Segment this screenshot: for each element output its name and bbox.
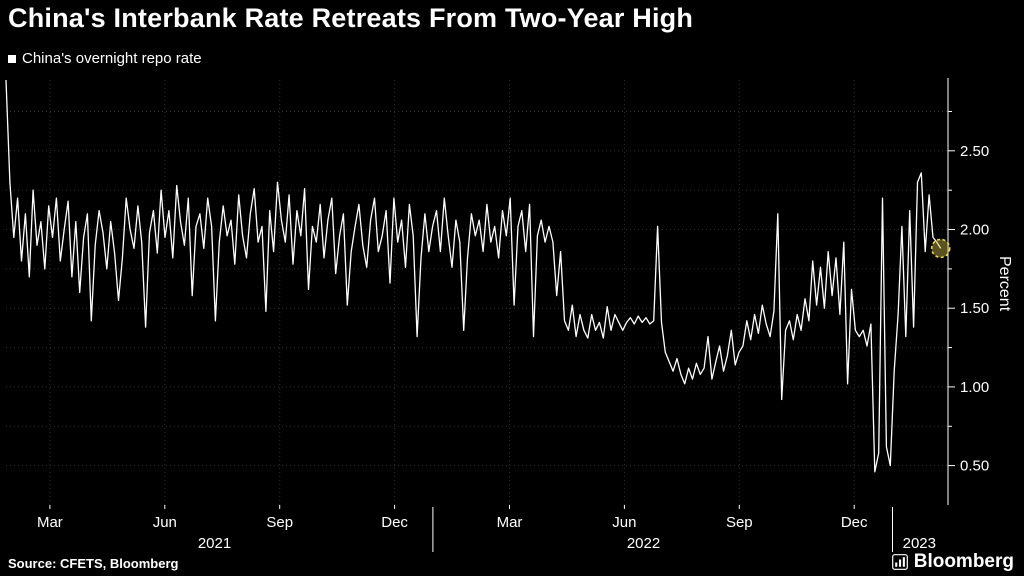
last-point-highlight	[930, 238, 951, 259]
bloomberg-chart-icon	[891, 554, 908, 570]
y-axis	[947, 78, 955, 505]
svg-text:1.50: 1.50	[960, 300, 989, 317]
svg-text:2.50: 2.50	[960, 143, 989, 160]
x-axis: Mar Jun Sep Dec Mar Jun Sep Dec 2021 2022 2023	[37, 505, 936, 552]
svg-text:Sep: Sep	[726, 514, 753, 531]
bloomberg-wordmark: Bloomberg	[913, 551, 1014, 572]
gridlines	[6, 80, 948, 505]
svg-text:Mar: Mar	[37, 514, 63, 531]
bloomberg-logo: Bloomberg	[891, 551, 1014, 573]
svg-text:Sep: Sep	[266, 514, 293, 531]
svg-text:2023: 2023	[903, 535, 936, 552]
series-line	[5, 79, 942, 473]
svg-text:2021: 2021	[198, 535, 231, 552]
svg-text:Mar: Mar	[497, 514, 523, 531]
y-axis-title: Percent	[996, 256, 1013, 312]
svg-text:Jun: Jun	[612, 514, 636, 531]
svg-text:Dec: Dec	[381, 514, 408, 531]
svg-text:1.00: 1.00	[960, 379, 989, 396]
svg-text:0.50: 0.50	[960, 458, 989, 475]
legend-label: China's overnight repo rate	[22, 50, 202, 67]
svg-text:Jun: Jun	[153, 514, 177, 531]
svg-text:Dec: Dec	[841, 514, 868, 531]
svg-text:2022: 2022	[627, 535, 660, 552]
legend-swatch-icon	[8, 54, 16, 63]
y-tick-labels: 0.50 1.00 1.50 2.00 2.50	[960, 143, 989, 475]
source-text: Source: CFETS, Bloomberg	[8, 556, 179, 571]
page-title: China's Interbank Rate Retreats From Two…	[8, 3, 694, 33]
svg-text:2.00: 2.00	[960, 222, 989, 239]
legend: China's overnight repo rate	[8, 50, 202, 67]
